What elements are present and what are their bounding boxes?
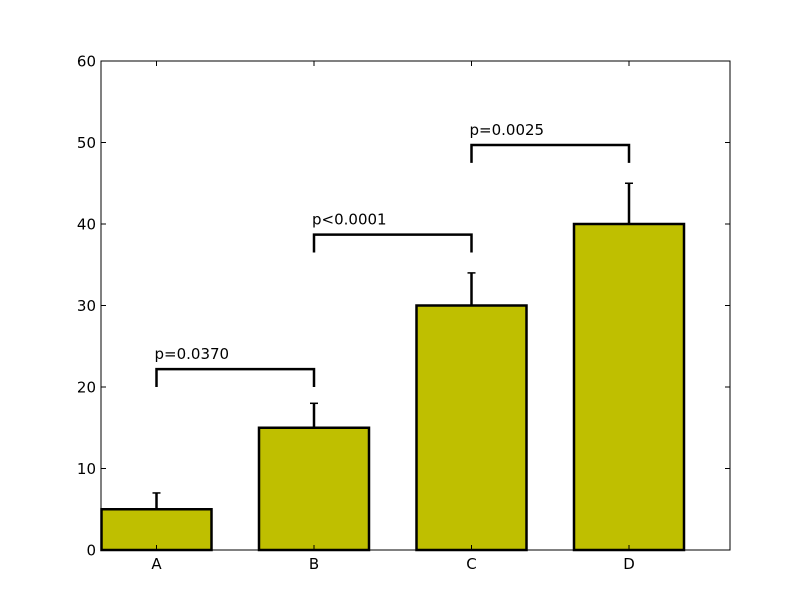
x-tick-label: A	[151, 555, 162, 573]
y-tick-label: 50	[77, 134, 96, 152]
y-tick-label: 40	[77, 216, 96, 234]
x-tick-label: D	[623, 555, 635, 573]
bar-c	[415, 304, 528, 552]
y-tick-label: 60	[77, 53, 96, 71]
y-tick-label: 0	[86, 542, 96, 560]
bar-a	[100, 508, 213, 552]
y-tick-label: 10	[77, 460, 96, 478]
y-tick-label: 20	[77, 379, 96, 397]
y-tick-label: 30	[77, 297, 96, 315]
bar-b	[257, 426, 371, 552]
x-tick-label: C	[466, 555, 476, 573]
x-tick-label: B	[309, 555, 319, 573]
significance-bracket-1	[155, 367, 316, 387]
significance-label-1: p=0.0370	[155, 345, 230, 363]
significance-bracket-3	[470, 143, 631, 163]
significance-bracket-2	[312, 233, 473, 253]
bar-d	[572, 222, 686, 552]
significance-label-3: p=0.0025	[470, 121, 545, 139]
significance-label-2: p<0.0001	[312, 211, 387, 229]
